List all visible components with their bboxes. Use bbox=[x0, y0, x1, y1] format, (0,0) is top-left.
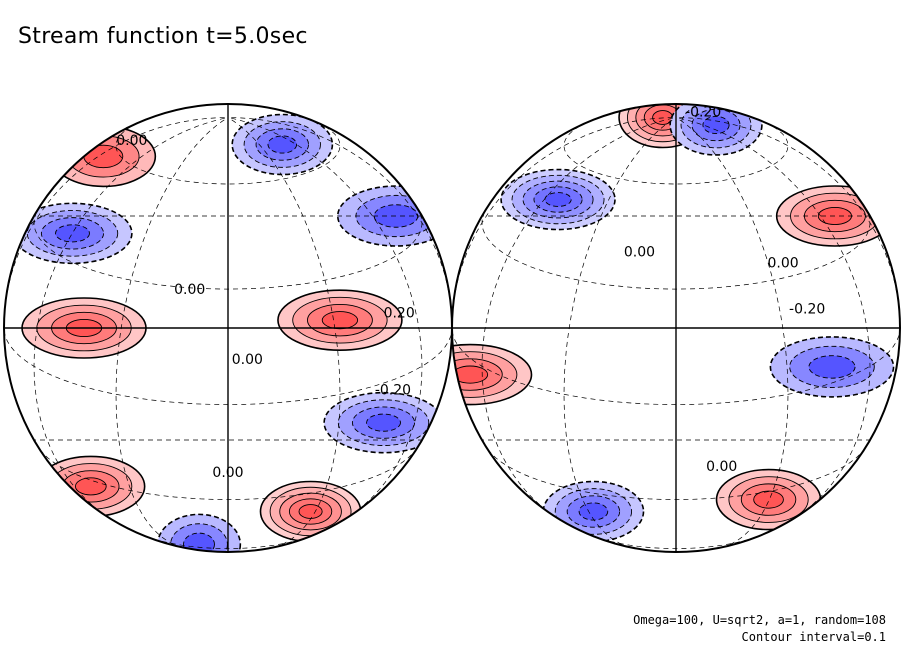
meridian-line bbox=[115, 117, 229, 548]
negative-cell-4 bbox=[500, 168, 616, 231]
meridian-line bbox=[563, 117, 677, 548]
chart-title: Stream function t=5.0sec bbox=[18, 24, 308, 49]
contour-interval-note: Contour interval=0.1 bbox=[741, 630, 887, 644]
negative-contour bbox=[267, 135, 298, 154]
positive-cell-3 bbox=[259, 480, 362, 543]
contour-label: 0.00 bbox=[706, 459, 737, 475]
meridian-line bbox=[227, 117, 423, 516]
meridian-line bbox=[675, 117, 789, 548]
negative-contour bbox=[366, 413, 401, 432]
positive-cell-3 bbox=[715, 468, 822, 531]
hemisphere-outline bbox=[451, 103, 901, 553]
parameters-note: Omega=100, U=sqrt2, a=1, random=108 bbox=[633, 613, 886, 627]
positive-contour bbox=[753, 490, 784, 509]
positive-cell-2 bbox=[452, 343, 533, 406]
negative-cell-5 bbox=[12, 202, 133, 265]
contour-label: 0.20 bbox=[384, 305, 415, 321]
positive-contour bbox=[321, 311, 359, 330]
contour-label: 0.00 bbox=[174, 282, 205, 298]
negative-contour bbox=[544, 192, 572, 207]
parallel-line bbox=[563, 121, 789, 185]
contour-label: -0.20 bbox=[789, 301, 825, 317]
positive-cell-1 bbox=[277, 289, 403, 351]
positive-contour bbox=[298, 504, 323, 519]
contour-label: -0.20 bbox=[685, 105, 721, 121]
negative-contour bbox=[702, 115, 730, 135]
negative-cell-7 bbox=[542, 480, 645, 543]
meridian-line bbox=[675, 117, 871, 516]
contour-label: 0.00 bbox=[232, 352, 263, 368]
contour-label: 0.00 bbox=[116, 133, 147, 149]
negative-cell-6 bbox=[231, 113, 334, 176]
positive-contour bbox=[74, 477, 107, 496]
hemisphere-content: -0.20 0.00 0.00 -0.20 0.00 bbox=[452, 104, 900, 552]
negative-contour bbox=[578, 502, 609, 521]
right-hemisphere: -0.20 0.00 0.00 -0.20 0.00 bbox=[451, 103, 901, 553]
meridian-line bbox=[481, 117, 677, 516]
negative-cell-7 bbox=[323, 391, 444, 454]
positive-cell-4 bbox=[36, 455, 146, 518]
meridian-line bbox=[33, 117, 229, 516]
contour-label: 0.00 bbox=[768, 256, 799, 272]
contour-label: 0.00 bbox=[624, 244, 655, 260]
meridian-line bbox=[227, 117, 341, 548]
negative-cell-6 bbox=[769, 336, 895, 398]
parallel-line bbox=[115, 121, 341, 185]
hemisphere-content: 0.00 0.00 0.00 -0.20 0.20 0.00 bbox=[4, 104, 452, 552]
left-hemisphere: 0.00 0.00 0.00 -0.20 0.20 0.00 bbox=[3, 103, 453, 553]
contour-label: -0.20 bbox=[375, 383, 411, 399]
negative-contour bbox=[808, 355, 856, 379]
contour-label: 0.00 bbox=[212, 465, 243, 481]
negative-contour bbox=[55, 224, 90, 243]
